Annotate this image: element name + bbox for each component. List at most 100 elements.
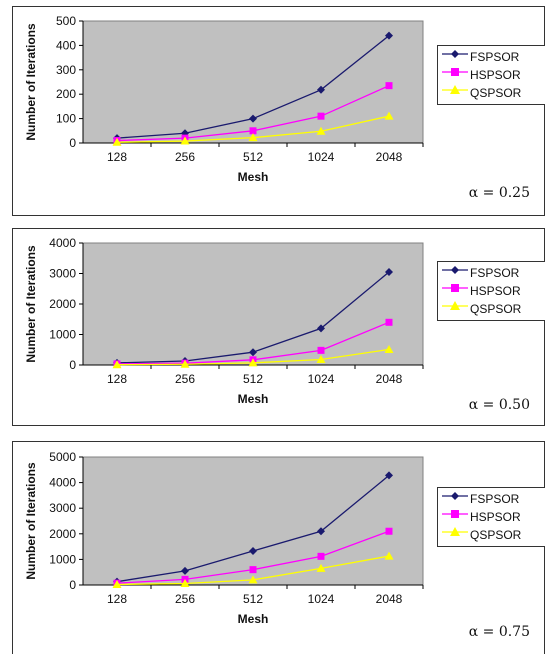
line-chart-alpha-025: 0 100 200 300 400 500 128 256 512 1024 2048 Mesh Num… bbox=[24, 14, 424, 184]
legend-item-fspsor: FSPSOR bbox=[442, 48, 545, 66]
legend-marker-fspsor bbox=[442, 492, 468, 500]
x-tick-label: 256 bbox=[175, 150, 195, 164]
legend-item-qspsor: QSPSOR bbox=[442, 526, 545, 544]
data-point-fspsor bbox=[181, 566, 189, 575]
x-tick-label: 128 bbox=[107, 372, 127, 386]
x-axis-label: Mesh bbox=[238, 170, 269, 184]
chart-panel-alpha-025: 0 100 200 300 400 500 128 256 512 1024 2048 Mesh Num… bbox=[12, 6, 545, 216]
chart-panel-alpha-075: 0 1000 2000 3000 4000 5000 128 256 512 1024 2048 Me… bbox=[12, 441, 545, 654]
data-point-fspsor bbox=[317, 527, 325, 536]
x-tick-label: 1024 bbox=[308, 372, 335, 386]
data-point-hspsor bbox=[249, 127, 257, 135]
data-point-qspsor bbox=[384, 111, 394, 120]
data-point-qspsor bbox=[112, 579, 122, 588]
y-tick-label: 0 bbox=[69, 578, 76, 592]
x-tick-label: 2048 bbox=[376, 150, 403, 164]
legend-marker-qspsor bbox=[442, 527, 468, 536]
x-tick-label: 2048 bbox=[376, 372, 403, 386]
y-axis-label: Number of Iterations bbox=[24, 245, 38, 363]
x-tick-label: 2048 bbox=[376, 592, 403, 606]
x-tick-label: 128 bbox=[107, 150, 127, 164]
line-chart-alpha-050: 0 1000 2000 3000 4000 128 256 512 1024 2048 Mesh Nu… bbox=[24, 236, 424, 406]
legend-item-hspsor: HSPSOR bbox=[442, 66, 545, 84]
legend-marker-hspsor bbox=[442, 68, 468, 76]
legend-label-hspsor: HSPSOR bbox=[470, 284, 521, 298]
data-point-hspsor bbox=[317, 112, 325, 120]
y-tick-label: 1000 bbox=[49, 552, 76, 566]
data-point-fspsor bbox=[249, 348, 257, 357]
legend-item-fspsor: FSPSOR bbox=[442, 264, 545, 282]
legend-label-hspsor: HSPSOR bbox=[470, 68, 521, 82]
data-point-fspsor bbox=[385, 471, 393, 480]
x-tick-label: 512 bbox=[243, 150, 263, 164]
plot-area bbox=[82, 456, 424, 586]
legend-label-qspsor: QSPSOR bbox=[470, 528, 522, 542]
data-point-hspsor bbox=[385, 527, 393, 535]
y-tick-label: 4000 bbox=[49, 236, 76, 250]
legend-item-fspsor: FSPSOR bbox=[442, 490, 545, 508]
data-point-hspsor bbox=[317, 552, 325, 560]
x-tick-label: 256 bbox=[175, 372, 195, 386]
data-point-fspsor bbox=[249, 114, 257, 123]
y-axis-label: Number of Iterations bbox=[24, 462, 38, 580]
data-point-qspsor bbox=[112, 360, 122, 369]
x-tick-label: 512 bbox=[243, 372, 263, 386]
line-chart-alpha-075: 0 1000 2000 3000 4000 5000 128 256 512 1024 2048 Me… bbox=[24, 450, 424, 626]
data-point-fspsor bbox=[317, 85, 325, 94]
plot-area bbox=[82, 242, 424, 366]
x-tick-label: 1024 bbox=[308, 150, 335, 164]
y-tick-label: 3000 bbox=[49, 501, 76, 515]
y-tick-label: 4000 bbox=[49, 476, 76, 490]
data-point-qspsor bbox=[384, 551, 394, 560]
data-point-fspsor bbox=[181, 129, 189, 138]
y-tick-label: 0 bbox=[69, 136, 76, 150]
chart-panel-alpha-050: 0 1000 2000 3000 4000 128 256 512 1024 2048 Mesh Nu… bbox=[12, 228, 545, 426]
legend: FSPSOR HSPSOR QSPSOR bbox=[437, 487, 545, 547]
data-point-qspsor bbox=[316, 355, 326, 364]
legend-label-fspsor: FSPSOR bbox=[470, 492, 520, 506]
legend-label-fspsor: FSPSOR bbox=[470, 266, 520, 280]
data-point-qspsor bbox=[248, 575, 258, 584]
y-tick-label: 2000 bbox=[49, 527, 76, 541]
legend-marker-hspsor bbox=[442, 510, 468, 518]
data-point-fspsor bbox=[385, 267, 393, 276]
data-point-qspsor bbox=[180, 136, 190, 145]
x-tick-label: 256 bbox=[175, 592, 195, 606]
data-point-qspsor bbox=[112, 137, 122, 146]
legend-marker-fspsor bbox=[442, 266, 468, 274]
legend-item-hspsor: HSPSOR bbox=[442, 282, 545, 300]
y-tick-label: 300 bbox=[56, 63, 76, 77]
x-axis-label: Mesh bbox=[238, 392, 269, 406]
data-point-hspsor bbox=[385, 82, 393, 90]
legend-label-hspsor: HSPSOR bbox=[470, 510, 521, 524]
legend-item-qspsor: QSPSOR bbox=[442, 84, 545, 102]
legend-item-qspsor: QSPSOR bbox=[442, 300, 545, 318]
data-point-qspsor bbox=[248, 133, 258, 142]
legend-marker-qspsor bbox=[442, 85, 468, 94]
y-tick-label: 500 bbox=[56, 14, 76, 28]
y-axis-label: Number of Iterations bbox=[24, 23, 38, 141]
x-axis-label: Mesh bbox=[238, 612, 269, 626]
y-tick-label: 3000 bbox=[49, 267, 76, 281]
alpha-annotation: α = 0.75 bbox=[468, 624, 530, 640]
legend-label-qspsor: QSPSOR bbox=[470, 302, 522, 316]
y-tick-label: 5000 bbox=[49, 450, 76, 464]
legend-marker-hspsor bbox=[442, 284, 468, 292]
data-point-hspsor bbox=[249, 566, 257, 574]
legend-marker-fspsor bbox=[442, 50, 468, 58]
y-tick-label: 200 bbox=[56, 87, 76, 101]
x-tick-label: 128 bbox=[107, 592, 127, 606]
y-tick-label: 100 bbox=[56, 112, 76, 126]
data-point-fspsor bbox=[385, 31, 393, 40]
data-point-qspsor bbox=[180, 359, 190, 368]
alpha-annotation: α = 0.25 bbox=[468, 185, 530, 201]
legend-item-hspsor: HSPSOR bbox=[442, 508, 545, 526]
legend: FSPSOR HSPSOR QSPSOR bbox=[437, 45, 545, 105]
data-point-fspsor bbox=[317, 324, 325, 333]
legend-label-qspsor: QSPSOR bbox=[470, 86, 522, 100]
legend-marker-qspsor bbox=[442, 301, 468, 310]
data-point-qspsor bbox=[316, 126, 326, 135]
y-tick-label: 0 bbox=[69, 358, 76, 372]
data-point-hspsor bbox=[317, 346, 325, 354]
data-point-qspsor bbox=[180, 578, 190, 587]
